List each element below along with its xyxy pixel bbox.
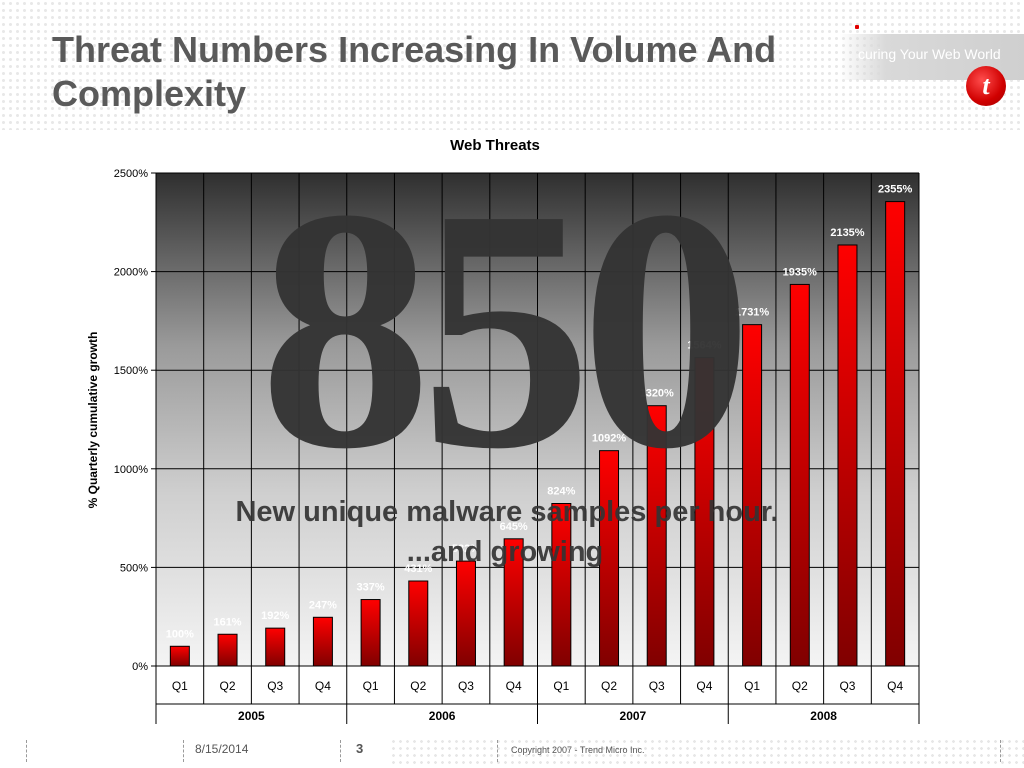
x-tick-label: Q3 bbox=[649, 679, 665, 693]
x-tick-label: Q3 bbox=[839, 679, 855, 693]
bar-data-labels: 100% 161% 192% 247% 337% 431% 532% 645% 824% 1092… bbox=[166, 184, 913, 641]
y-tick-label: 0% bbox=[132, 661, 148, 673]
footer-date: 8/15/2014 bbox=[195, 742, 249, 756]
bar-data-label: 824% bbox=[547, 486, 575, 498]
x-tick-label: Q1 bbox=[363, 679, 379, 693]
x-tick-label: Q4 bbox=[696, 679, 712, 693]
y-tick-label: 1000% bbox=[114, 464, 148, 476]
x-tick-label: Q1 bbox=[172, 679, 188, 693]
brand-tagline: curing Your Web World bbox=[858, 46, 1001, 62]
bar-data-label: 1935% bbox=[783, 266, 817, 278]
bar-data-label: 1092% bbox=[592, 433, 626, 445]
y-tick-label: 1500% bbox=[114, 365, 148, 377]
bar-data-label: 645% bbox=[500, 521, 528, 533]
y-axis-label: % Quarterly cumulative growth bbox=[86, 332, 100, 509]
x-tick-label: Q4 bbox=[506, 679, 522, 693]
y-axis-ticks: 0% 500% 1000% 1500% 2000% 2500% bbox=[114, 168, 156, 673]
overlay-caption-line2: ...and growing bbox=[407, 536, 604, 568]
footer-dot-pattern bbox=[390, 738, 1024, 768]
x-group-label: 2007 bbox=[620, 709, 647, 723]
overlay-number: 850 bbox=[259, 138, 742, 520]
bar bbox=[408, 580, 429, 667]
bar-data-label: 1564% bbox=[687, 340, 721, 352]
footer-divider bbox=[340, 740, 341, 762]
footer-divider bbox=[1000, 740, 1001, 762]
bar-data-label: 337% bbox=[357, 582, 385, 594]
overlay-caption-line1: New unique malware samples per hour. bbox=[235, 496, 778, 528]
bar-data-label: 2135% bbox=[830, 227, 864, 239]
x-tick-label: Q3 bbox=[267, 679, 283, 693]
bar bbox=[169, 645, 190, 667]
x-tick-label: Q1 bbox=[744, 679, 760, 693]
bar-data-label: 431% bbox=[404, 563, 432, 575]
bar-data-label: 2355% bbox=[878, 184, 912, 196]
x-tick-label: Q4 bbox=[887, 679, 903, 693]
y-tick-label: 2500% bbox=[114, 168, 148, 180]
bar-data-label: 1320% bbox=[640, 388, 674, 400]
x-tick-label: Q3 bbox=[458, 679, 474, 693]
x-tick-label: Q4 bbox=[315, 679, 331, 693]
bar bbox=[312, 616, 333, 667]
footer-page-number: 3 bbox=[356, 741, 364, 756]
x-tick-label: Q2 bbox=[220, 679, 236, 693]
bar bbox=[265, 627, 286, 667]
footer-copyright: Copyright 2007 - Trend Micro Inc. bbox=[511, 745, 645, 755]
bar-data-label: 100% bbox=[166, 628, 194, 640]
bar bbox=[789, 283, 810, 667]
bar bbox=[885, 201, 906, 667]
x-tick-label: Q2 bbox=[601, 679, 617, 693]
slide-title: Threat Numbers Increasing In Volume And … bbox=[52, 29, 777, 114]
x-group-label: 2006 bbox=[429, 709, 456, 723]
y-tick-label: 500% bbox=[120, 562, 148, 574]
bar-data-label: 247% bbox=[309, 599, 337, 611]
bar-data-label: 192% bbox=[261, 610, 289, 622]
x-tick-label: Q2 bbox=[792, 679, 808, 693]
chart-title: Web Threats bbox=[450, 137, 540, 154]
bar bbox=[455, 560, 476, 667]
bar-data-label: 532% bbox=[452, 543, 480, 555]
bar bbox=[837, 244, 858, 667]
footer-divider bbox=[183, 740, 184, 762]
footer-divider bbox=[497, 740, 498, 762]
bar-data-label: 161% bbox=[213, 616, 241, 628]
x-tick-label: Q1 bbox=[553, 679, 569, 693]
bar-data-label: 1731% bbox=[735, 307, 769, 319]
bar bbox=[360, 599, 381, 667]
footer-divider bbox=[26, 740, 27, 762]
trend-micro-logo-icon: t bbox=[966, 66, 1006, 106]
bar bbox=[217, 633, 238, 667]
y-tick-label: 2000% bbox=[114, 267, 148, 279]
x-group-label: 2005 bbox=[238, 709, 265, 723]
brand-dot bbox=[855, 25, 859, 29]
x-group-label: 2008 bbox=[810, 709, 837, 723]
bars bbox=[169, 201, 906, 667]
x-axis: Q1 Q2 Q3 Q4 Q1 Q2 Q3 Q4 Q1 Q2 Q3 Q4 Q1 Q2 Q3 Q4 2005 2006… bbox=[155, 665, 920, 724]
x-tick-label: Q2 bbox=[410, 679, 426, 693]
